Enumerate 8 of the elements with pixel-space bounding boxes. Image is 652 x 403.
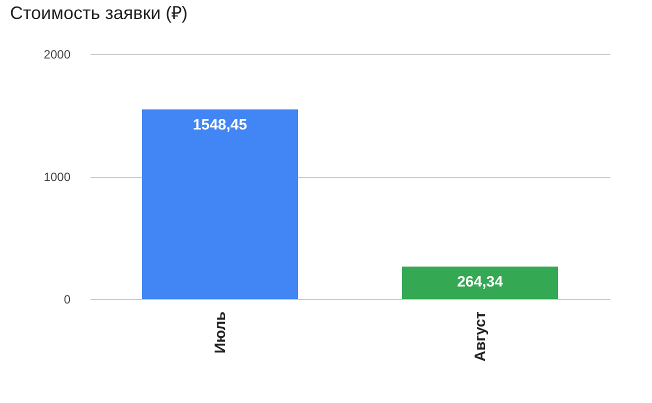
y-tick-label: 1000 [44, 170, 71, 184]
y-tick-label: 0 [64, 292, 71, 306]
data-label: 264,34 [457, 274, 504, 291]
y-tick-label: 2000 [44, 48, 71, 62]
data-label: 1548,45 [192, 116, 248, 134]
chart-title: Стоимость заявки (₽) [10, 3, 188, 23]
x-tick-label: Июль [212, 312, 229, 354]
x-tick-label: Август [472, 312, 489, 362]
